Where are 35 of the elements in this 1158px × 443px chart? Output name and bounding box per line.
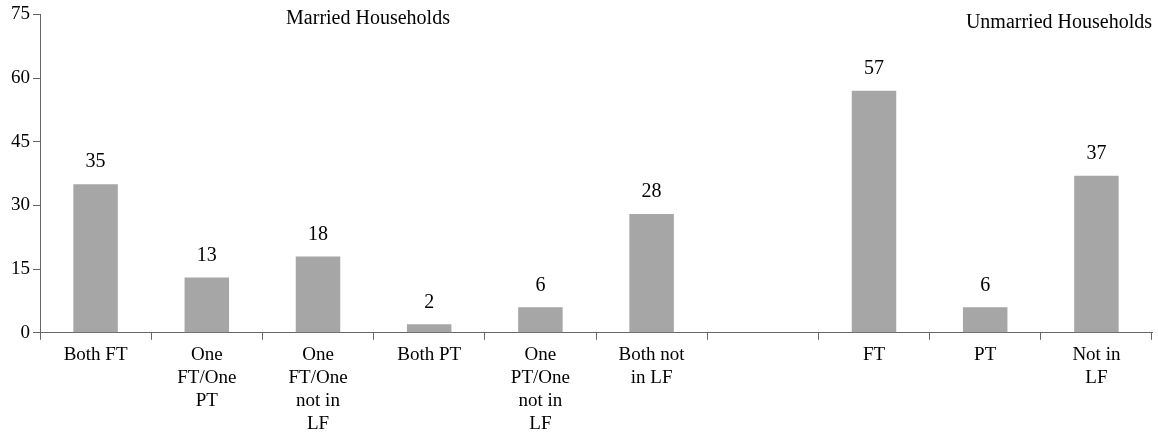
y-tick-label: 30: [11, 193, 30, 215]
data-label: 37: [1086, 140, 1107, 163]
data-label: 18: [308, 221, 328, 244]
x-tick-label: One FT/One not in LF: [288, 343, 348, 433]
x-tick-label: Both not in LF: [618, 343, 686, 387]
y-tick-label: 45: [11, 129, 30, 151]
x-tick-label: Both FT: [63, 343, 128, 365]
bar: [962, 307, 1008, 333]
data-label: 57: [864, 56, 884, 79]
data-label: 35: [85, 149, 106, 172]
data-label: 13: [196, 242, 217, 265]
bar: [73, 184, 118, 333]
bar: [406, 324, 452, 333]
y-tick-label: 0: [20, 320, 30, 342]
bar: [851, 90, 897, 333]
data-label: 6: [980, 272, 991, 295]
bar: [629, 213, 674, 333]
x-tick-label: FT: [862, 343, 886, 365]
y-tick-label: 75: [11, 2, 30, 24]
annotation: Married Households: [286, 5, 451, 28]
x-tick-label: PT: [974, 343, 997, 365]
bar: [184, 277, 230, 333]
x-tick-label: One FT/One PT: [177, 343, 237, 410]
bar: [1074, 175, 1119, 333]
data-label: 2: [424, 289, 435, 312]
x-tick-label: Not in LF: [1072, 343, 1121, 387]
data-label: 28: [641, 179, 662, 202]
data-label: 6: [535, 272, 546, 295]
y-tick-label: 60: [11, 66, 30, 88]
y-tick-label: 15: [11, 257, 30, 279]
bar: [295, 256, 341, 333]
x-tick-label: Both PT: [397, 343, 462, 365]
x-tick-label: One PT/One not in LF: [510, 343, 570, 433]
bar: [518, 307, 563, 333]
annotation: Unmarried Households: [965, 9, 1153, 32]
